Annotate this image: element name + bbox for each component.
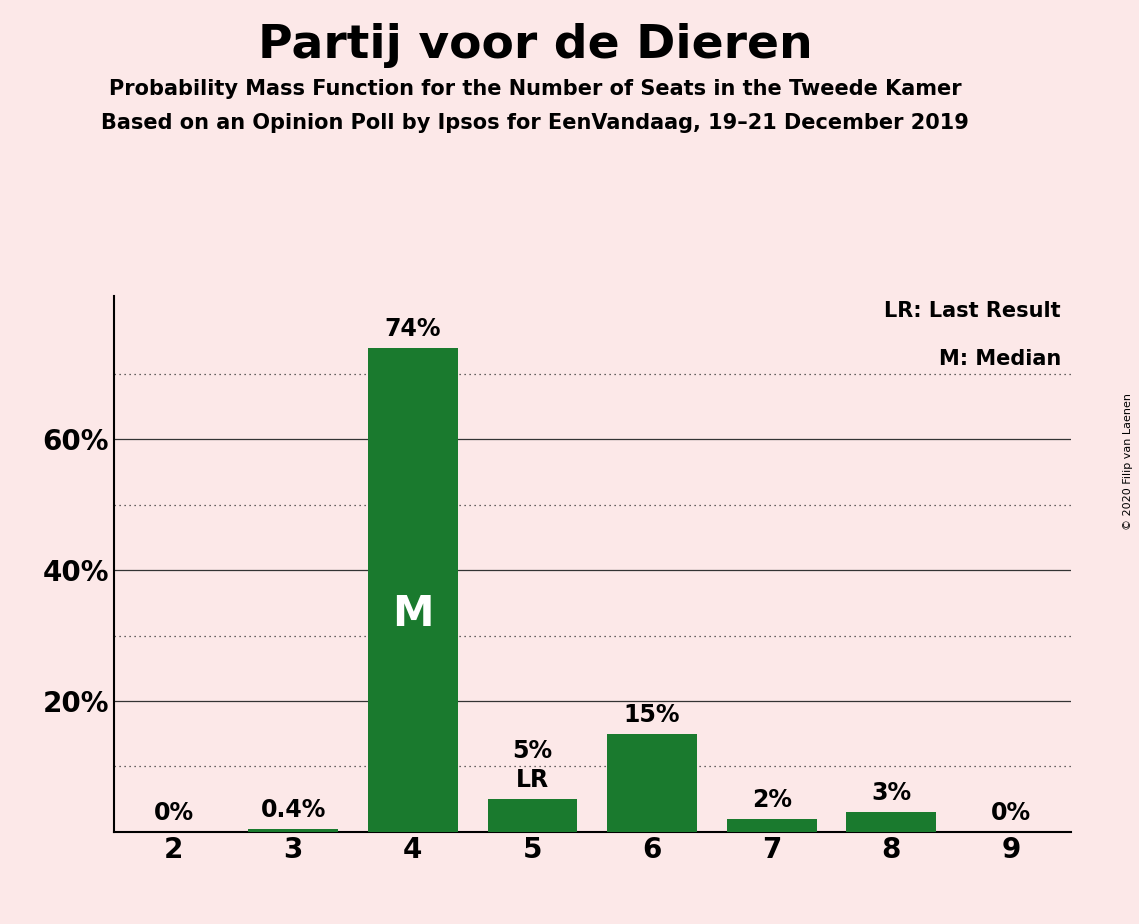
Text: © 2020 Filip van Laenen: © 2020 Filip van Laenen <box>1123 394 1133 530</box>
Text: M: Median: M: Median <box>939 349 1062 370</box>
Text: Probability Mass Function for the Number of Seats in the Tweede Kamer: Probability Mass Function for the Number… <box>109 79 961 99</box>
Text: 74%: 74% <box>385 318 441 342</box>
Text: 0%: 0% <box>991 801 1031 825</box>
Text: M: M <box>392 593 434 635</box>
Text: Based on an Opinion Poll by Ipsos for EenVandaag, 19–21 December 2019: Based on an Opinion Poll by Ipsos for Ee… <box>101 113 969 133</box>
Bar <box>248 829 338 832</box>
Text: 0%: 0% <box>154 801 194 825</box>
Text: 15%: 15% <box>624 703 680 727</box>
Text: Partij voor de Dieren: Partij voor de Dieren <box>257 23 813 68</box>
Bar <box>368 348 458 832</box>
Text: LR: Last Result: LR: Last Result <box>885 301 1062 321</box>
Text: 3%: 3% <box>871 782 911 806</box>
Bar <box>487 799 577 832</box>
Text: LR: LR <box>516 769 549 793</box>
Text: 5%: 5% <box>513 739 552 763</box>
Text: 0.4%: 0.4% <box>261 798 326 822</box>
Text: 2%: 2% <box>752 788 792 812</box>
Bar <box>727 819 817 832</box>
Bar <box>846 812 936 832</box>
Bar <box>607 734 697 832</box>
